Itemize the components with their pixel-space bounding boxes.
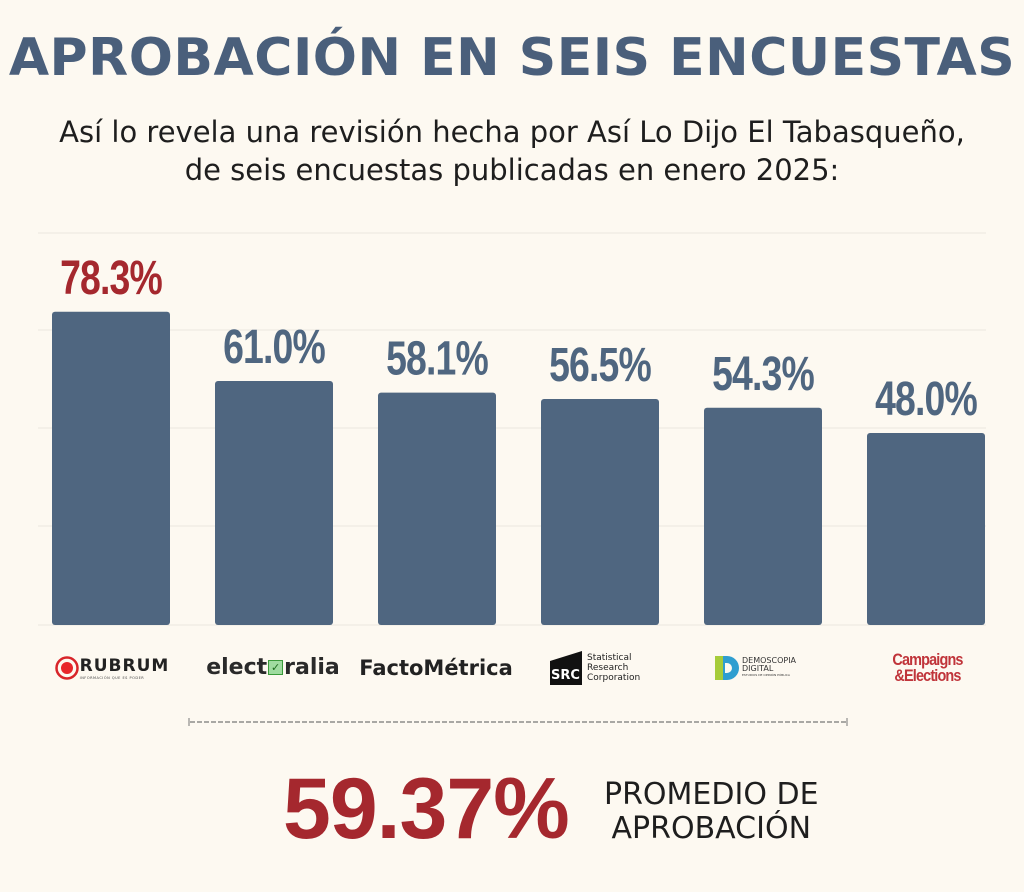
ce-line-2: &Elections: [894, 665, 961, 685]
data-label-2: 61.0%: [223, 320, 325, 374]
average-value: 59.37%: [283, 761, 570, 857]
logo-src: SRC Statistical Research Corporation: [548, 645, 658, 690]
logo-electoralia: elect ✓ ralia: [205, 645, 341, 690]
subtitle-line-1: Así lo revela una revisión hecha por Así…: [59, 115, 965, 149]
average-label: PROMEDIO DE APROBACIÓN: [604, 778, 819, 846]
logo-rubrum: RUBRUM INFORMACIÓN QUE ES PODER: [42, 645, 182, 690]
src-line-3: Corporation: [587, 672, 641, 683]
bar-4: [541, 399, 659, 625]
bar-1: [52, 311, 170, 625]
bar-2: [215, 381, 333, 625]
bar-6: [867, 433, 985, 625]
logo-demoscopia: DEMOSCOPIA DIGITAL ESTUDIOS DE OPINIÓN P…: [713, 645, 823, 690]
demoscopia-tagline: ESTUDIOS DE OPINIÓN PÚBLICA: [742, 673, 790, 677]
src-mark-icon: SRC: [550, 650, 582, 685]
electoralia-text-b: ralia: [284, 655, 340, 680]
data-label-4: 56.5%: [549, 338, 651, 392]
data-label-1: 78.3%: [60, 251, 162, 305]
average-label-line-1: PROMEDIO DE: [604, 777, 819, 812]
ce-line-1: Campaigns: [892, 649, 963, 669]
electoralia-text-a: elect: [206, 655, 268, 680]
src-line-2: Research: [587, 662, 629, 673]
logo-campaigns-elections: Campaigns &Elections: [887, 645, 968, 690]
page-title: APROBACIÓN EN SEIS ENCUESTAS: [8, 28, 1016, 88]
demoscopia-line-1: DEMOSCOPIA: [742, 656, 797, 665]
checkbox-icon: ✓: [268, 660, 284, 675]
subtitle-line-2: de seis encuestas publicadas en enero 20…: [184, 153, 840, 187]
src-mark-text: SRC: [551, 668, 580, 683]
src-line-1: Statistical: [587, 652, 632, 663]
logo-factometrica: FactoMétrica: [359, 655, 513, 680]
demoscopia-d-icon: [715, 655, 739, 680]
data-label-3: 58.1%: [386, 332, 488, 386]
data-label-5: 54.3%: [712, 347, 814, 401]
data-label-6: 48.0%: [875, 372, 977, 426]
rubrum-name: RUBRUM: [79, 655, 170, 676]
bar-3: [378, 392, 496, 625]
bar-5: [704, 407, 822, 625]
target-icon: [54, 655, 79, 680]
demoscopia-line-2: DIGITAL: [742, 664, 774, 673]
average-label-line-2: APROBACIÓN: [611, 811, 812, 846]
rubrum-tagline: INFORMACIÓN QUE ES PODER: [79, 675, 145, 680]
